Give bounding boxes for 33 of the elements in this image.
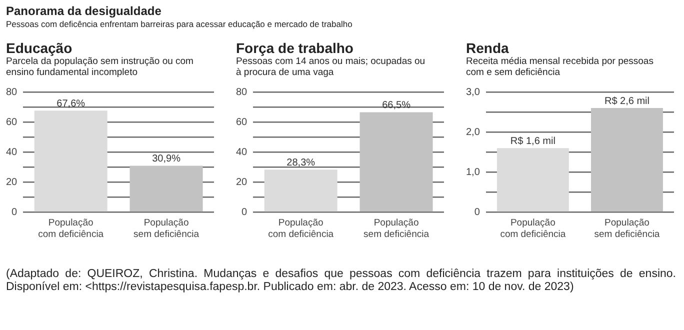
y-tick-label: 20 [6,176,18,188]
y-tick-label: 0 [474,206,480,218]
y-tick-label: 0 [12,206,18,218]
chart-title: Renda [466,40,510,56]
y-tick-label: 40 [236,146,248,158]
y-tick-label: 20 [236,176,248,188]
data-label: 28,3% [286,157,316,168]
text: Pessoas com deficência enfrentam barreiras para acessar educação e mercado de trabalho [6,19,352,29]
x-tick-label: População com deficiência [500,218,566,240]
data-label: 30,9% [152,154,181,165]
y-tick-label: 1,0 [466,166,480,178]
y-tick-label: 0 [242,206,248,218]
x-tick-label: População com deficiência [38,218,104,240]
y-tick-label: 3,0 [466,86,480,98]
text: Panorama da desigualdade [6,4,162,18]
data-label: R$ 1,6 mil [510,136,556,147]
x-tick-label: População sem deficiência [594,218,660,240]
y-tick-label: 80 [6,86,18,98]
y-tick-label: 2,0 [466,126,480,138]
chart-title: Educação [6,40,74,56]
chart-subtitle: Pessoas com 14 anos ou mais; ocupadas ou à procura de uma vaga [236,56,426,80]
y-tick-label: 60 [236,116,248,128]
x-tick-label: População sem deficiência [364,218,430,240]
x-tick-label: População com deficiência [268,218,334,240]
text: (Adaptado de: QUEIROZ, Christina. Mudanças e desafios que pessoas com deficiência trazem para instituições de ensino. Disponível em: <https://revistapesquisa.fapesp.br. Publicado em: abr. de 2023. Acesso em: 10 de nov. de 2023) [6,268,676,294]
y-tick-label: 40 [6,146,18,158]
data-label: R$ 2,6 mil [604,96,650,107]
x-tick-label: População sem deficiência [134,218,200,240]
chart-subtitle: Parcela da população sem instrução ou com ensino fundamental incompleto [6,56,194,80]
y-tick-label: 80 [236,86,248,98]
y-tick-label: 60 [6,116,18,128]
chart-subtitle: Receita média mensal recebida por pessoas com e sem deficiência [466,56,654,80]
chart-title: Força de trabalho [236,40,354,56]
